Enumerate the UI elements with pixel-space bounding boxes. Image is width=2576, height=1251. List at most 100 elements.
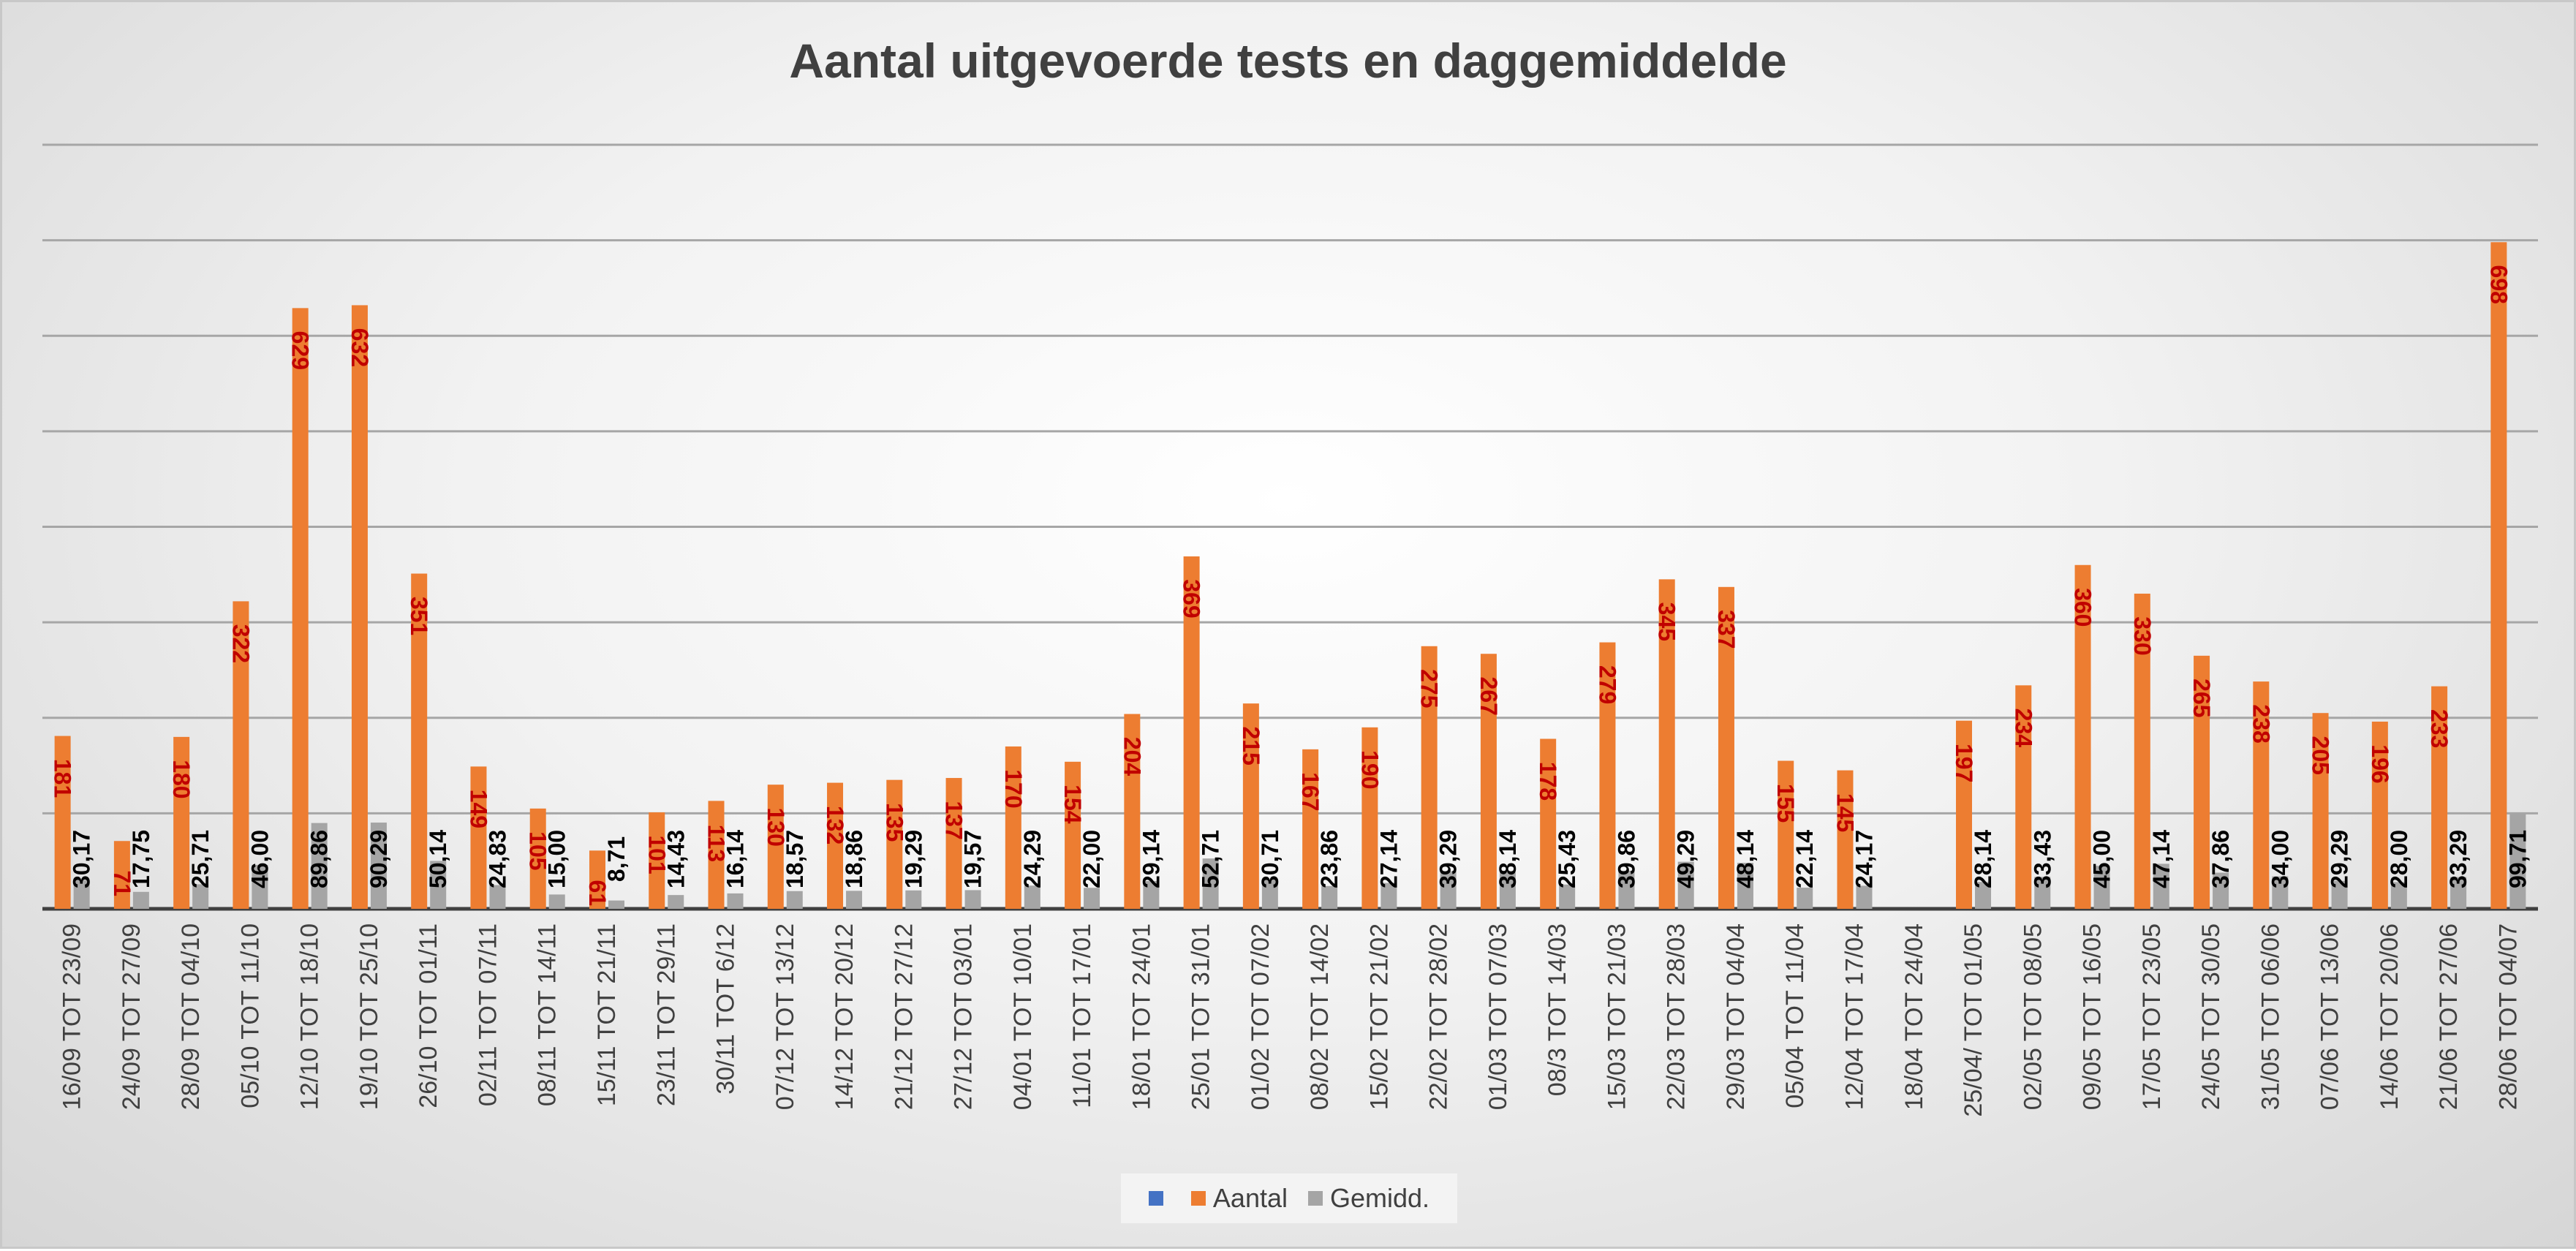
bar-aantal	[1778, 760, 1794, 909]
bar-aantal	[1124, 714, 1141, 909]
bar-gemidd	[668, 895, 684, 909]
data-label-gemidd: 19,57	[960, 830, 986, 888]
bar-gemidd	[964, 890, 981, 909]
data-label-aantal: 279	[1594, 665, 1620, 704]
bar-gemidd	[727, 893, 744, 909]
bar-aantal	[1658, 579, 1675, 909]
data-label-aantal: 351	[406, 597, 432, 635]
data-label-aantal: 629	[287, 331, 314, 370]
data-label-aantal: 149	[465, 790, 491, 828]
data-label-aantal: 180	[168, 760, 194, 798]
data-label-aantal: 698	[2485, 265, 2512, 304]
bar-gemidd	[1499, 872, 1516, 909]
legend-item-gemidd: Gemidd.	[1308, 1183, 1429, 1214]
bar-aantal	[2431, 686, 2448, 909]
bar-gemidd	[2034, 877, 2051, 909]
data-label-gemidd: 29,29	[2327, 830, 2353, 888]
bar-aantal	[2490, 242, 2507, 909]
x-tick-label: 07/06 TOT 13/06	[2316, 923, 2344, 1110]
data-label-aantal: 170	[1000, 769, 1027, 808]
bar-gemidd	[846, 891, 863, 909]
legend-item-series-1	[1148, 1191, 1171, 1206]
data-label-aantal: 130	[763, 807, 789, 846]
data-label-aantal: 238	[2248, 704, 2274, 743]
bar-aantal	[886, 779, 903, 909]
chart-title: Aantal uitgevoerde tests en daggemiddeld…	[789, 34, 1787, 88]
legend-swatch-orange	[1190, 1191, 1206, 1206]
bar-aantal	[1302, 749, 1319, 909]
bar-aantal	[2253, 681, 2270, 909]
bar-aantal	[233, 601, 249, 909]
bar-gemidd	[489, 885, 506, 909]
data-label-gemidd: 22,00	[1079, 830, 1105, 888]
data-label-gemidd: 50,14	[425, 830, 451, 888]
bar-gemidd	[132, 891, 149, 909]
data-label-aantal: 205	[2308, 736, 2334, 775]
legend-label-gemidd: Gemidd.	[1330, 1183, 1430, 1213]
data-label-gemidd: 45,00	[2089, 830, 2115, 888]
data-label-aantal: 204	[1119, 737, 1145, 776]
data-label-aantal: 135	[881, 803, 907, 842]
bar-gemidd	[430, 861, 447, 909]
bar-aantal	[1540, 738, 1557, 909]
data-label-gemidd: 27,14	[1375, 830, 1402, 888]
x-tick-label: 12/10 TOT 18/10	[296, 923, 324, 1110]
data-label-gemidd: 23,86	[1316, 830, 1342, 888]
bar-aantal	[54, 736, 71, 909]
bar-gemidd	[2390, 882, 2407, 909]
bar-gemidd	[1440, 871, 1457, 909]
bar-aantal	[589, 850, 605, 909]
data-label-aantal: 105	[525, 831, 551, 870]
bar-gemidd	[2213, 872, 2229, 909]
data-label-gemidd: 24,29	[1019, 830, 1046, 888]
bar-aantal	[1837, 770, 1854, 909]
bar-gemidd	[786, 891, 803, 909]
data-label-aantal: 196	[2367, 744, 2393, 783]
bar-gemidd	[370, 823, 387, 909]
data-label-gemidd: 37,86	[2207, 830, 2234, 888]
data-label-gemidd: 39,86	[1613, 830, 1639, 888]
data-label-gemidd: 49,29	[1673, 830, 1699, 888]
data-label-aantal: 132	[822, 806, 848, 844]
data-label-aantal: 234	[2010, 708, 2036, 748]
data-label-aantal: 369	[1179, 579, 1205, 618]
data-label-gemidd: 38,14	[1495, 830, 1521, 888]
data-label-aantal: 275	[1416, 669, 1443, 708]
x-tick-label: 12/04 TOT 17/04	[1840, 923, 1868, 1110]
legend-swatch-blue	[1148, 1191, 1163, 1206]
data-label-gemidd: 29,14	[1138, 830, 1164, 888]
x-tick-label: 31/05 TOT 06/06	[2256, 923, 2284, 1110]
data-label-gemidd: 46,00	[246, 830, 273, 888]
data-label-gemidd: 30,17	[69, 830, 95, 888]
data-label-aantal: 71	[109, 870, 135, 896]
x-tick-label: 14/12 TOT 20/12	[831, 923, 858, 1110]
x-tick-label: 15/11 TOT 21/11	[593, 923, 621, 1106]
legend-label-aantal: Aantal	[1212, 1183, 1288, 1213]
bar-gemidd	[192, 884, 209, 909]
data-label-aantal: 322	[227, 624, 254, 663]
x-tick-label: 22/03 TOT 28/03	[1663, 923, 1691, 1110]
x-tick-label: 02/05 TOT 08/05	[2019, 923, 2047, 1110]
bar-gemidd	[1975, 882, 1992, 909]
bar-gemidd	[1143, 880, 1160, 909]
data-label-gemidd: 33,43	[2029, 830, 2055, 888]
x-tick-label: 15/03 TOT 21/03	[1603, 923, 1631, 1110]
data-label-aantal: 215	[1238, 726, 1264, 765]
bar-gemidd	[1677, 861, 1694, 909]
bar-gemidd	[608, 900, 624, 909]
bar-gemidd	[548, 894, 565, 909]
bar-gemidd	[1261, 879, 1278, 909]
x-tick-label: 02/11 TOT 07/11	[474, 923, 502, 1106]
legend: Aantal Gemidd.	[1121, 1173, 1457, 1223]
legend-swatch-gray	[1308, 1191, 1323, 1206]
data-label-aantal: 155	[1772, 784, 1799, 823]
x-tick-label: 08/3 TOT 14/03	[1544, 923, 1571, 1096]
bar-gemidd	[311, 823, 328, 909]
bar-gemidd	[1321, 885, 1338, 909]
bar-gemidd	[1084, 888, 1100, 909]
bar-aantal	[2371, 721, 2388, 909]
bar-aantal	[351, 305, 368, 909]
data-label-gemidd: 89,86	[306, 830, 333, 888]
